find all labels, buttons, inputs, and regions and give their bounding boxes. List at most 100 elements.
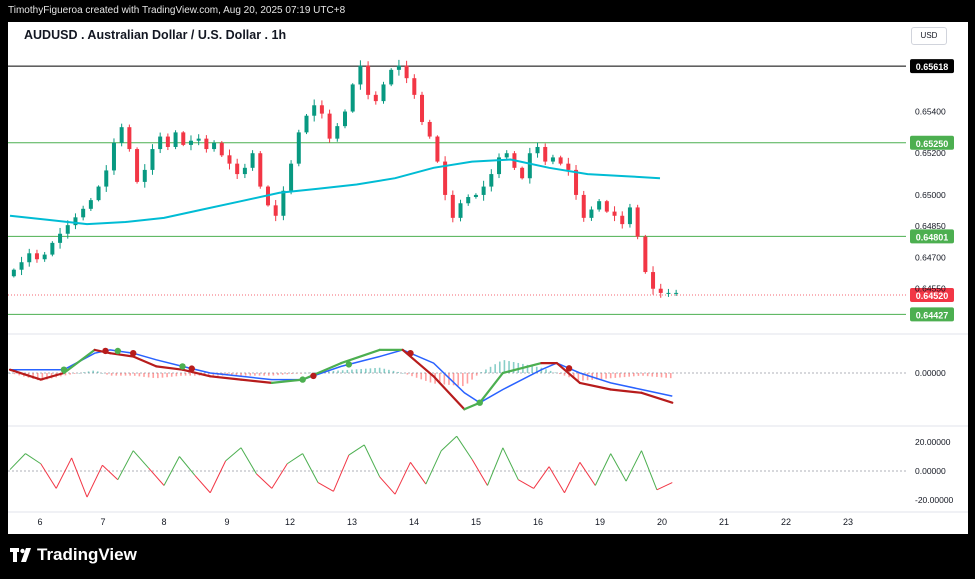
level-label: 0.65618 [916, 62, 949, 72]
candle-body [212, 142, 217, 150]
x-tick-label: 23 [843, 517, 853, 527]
macd-histogram-bar [249, 373, 252, 376]
moving-average-layer [9, 158, 661, 226]
macd-line-segment [62, 348, 96, 375]
level-label-box [910, 307, 954, 322]
osc-line-segment [487, 447, 504, 486]
macd-histogram-bar [341, 370, 344, 373]
candle-body [312, 105, 317, 116]
macd-histogram-bar [13, 373, 16, 375]
candle-body [258, 153, 263, 187]
macd-histogram-bar [480, 372, 483, 373]
macd-histogram-bar [157, 373, 159, 379]
osc-line-segment [579, 462, 596, 486]
macd-histogram-bar [369, 368, 372, 373]
y-tick-label: 0.64850 [915, 221, 946, 231]
candle-body [581, 194, 586, 218]
tradingview-logo-icon [10, 548, 31, 562]
macd-histogram-bar [632, 373, 635, 377]
candle-body [550, 157, 555, 162]
candle-body [227, 155, 232, 164]
macd-cross-marker [310, 372, 317, 380]
footer-bar [0, 534, 975, 579]
candle-body [111, 142, 116, 171]
macd-histogram-bar [147, 373, 150, 378]
candle-body [389, 69, 394, 85]
macd-histogram-bar [508, 361, 510, 373]
candle-body [58, 233, 63, 243]
osc-line-segment [440, 435, 458, 452]
candle-body [527, 153, 532, 179]
macd-histogram-bar [531, 365, 533, 373]
macd-histogram-bar [406, 373, 409, 375]
macd-histogram-bar [254, 373, 256, 376]
candle-body [50, 242, 55, 255]
macd-histogram-bar [244, 373, 247, 376]
candle-body [158, 136, 163, 150]
macd-line-segment [640, 391, 674, 404]
macd-histogram-bar [582, 373, 584, 381]
macd-histogram-bar [346, 369, 349, 373]
tradingview-logo-text: TradingView [37, 545, 137, 564]
osc-line-segment [332, 454, 350, 492]
macd-line-segment [132, 355, 158, 368]
macd-histogram-bar [69, 373, 71, 375]
osc-line-segment [317, 482, 334, 492]
candle-body [558, 157, 563, 164]
candle-body [566, 163, 571, 170]
x-tick-label: 20 [657, 517, 667, 527]
candle-body [666, 292, 671, 294]
candle-body [473, 194, 478, 198]
candle-body [119, 127, 124, 143]
chart-panel[interactable] [8, 22, 968, 534]
macd-cross-marker [565, 365, 573, 372]
macd-line-segment [155, 365, 184, 371]
macd-cross-marker [179, 363, 186, 370]
candle-body [497, 157, 502, 175]
osc-line-segment [456, 435, 473, 460]
macd-histogram-bar [628, 373, 630, 377]
moving-average-line [9, 158, 661, 226]
macd-histogram-bar [263, 373, 265, 376]
macd-histogram-bar [18, 373, 21, 376]
osc-line-segment [564, 462, 581, 493]
macd-histogram-bar [360, 368, 362, 373]
macd-histogram-bar [656, 373, 658, 377]
macd-histogram-bar [503, 360, 506, 373]
y-tick-label: 0.65400 [915, 107, 946, 117]
x-tick-label: 16 [533, 517, 543, 527]
osc-y-tick-label: -20.00000 [915, 495, 954, 505]
macd-histogram-bar [614, 373, 617, 378]
candle-body [520, 167, 525, 179]
osc-line-segment [410, 462, 427, 485]
macd-line-segment [301, 362, 343, 381]
macd-histogram-bar [660, 373, 663, 378]
osc-line-segment [148, 467, 165, 486]
candle-body [219, 142, 224, 156]
osc-line-segment [40, 463, 57, 489]
macd-histogram-bar [295, 373, 298, 374]
macd-histogram-bar [161, 373, 164, 378]
macd-histogram-bar [425, 373, 427, 381]
macd-histogram-bar [207, 373, 210, 376]
macd-histogram-bar [494, 364, 496, 373]
candle-body [142, 169, 147, 182]
candle-body [604, 201, 609, 212]
candle-body [481, 186, 486, 195]
candle-body [466, 197, 471, 204]
osc-line-segment [25, 453, 42, 465]
osc-line-segment [656, 482, 673, 491]
macd-histogram-bar [166, 373, 168, 378]
macd-histogram-bar [314, 372, 316, 373]
macd-histogram-bar [572, 373, 575, 379]
candle-body [427, 121, 432, 137]
osc-line-segment [471, 459, 488, 486]
candle-body [235, 163, 240, 175]
currency-button[interactable]: USD [911, 27, 947, 45]
macd-histogram-bar [545, 369, 547, 373]
candle-body [635, 207, 640, 237]
macd-histogram-bar [563, 373, 566, 376]
macd-cross-marker [114, 347, 122, 355]
candle-body [73, 217, 78, 226]
